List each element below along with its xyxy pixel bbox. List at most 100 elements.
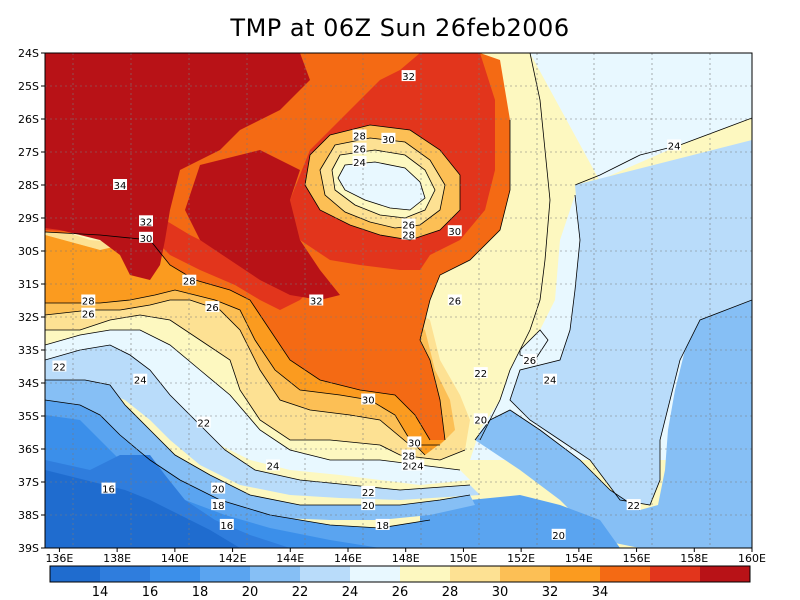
contour-label: 26 <box>401 459 416 473</box>
contour-label: 22 <box>361 485 376 499</box>
colorbar-label: 16 <box>142 585 159 600</box>
svg-text:30: 30 <box>382 135 395 146</box>
contour-label: 26 <box>205 301 220 314</box>
lat-tick-label: 30S <box>18 245 39 258</box>
lon-tick-label: 158E <box>680 552 708 565</box>
svg-text:24: 24 <box>267 462 280 473</box>
colorbar-swatch <box>550 566 601 582</box>
lon-tick-label: 138E <box>103 552 131 565</box>
svg-text:16: 16 <box>220 521 233 532</box>
colorbar-frame <box>49 565 751 583</box>
fill-20-22-east <box>475 300 752 548</box>
lon-tick-label: 136E <box>45 552 73 565</box>
lon-tick-label: 146E <box>334 552 362 565</box>
svg-text:22: 22 <box>362 488 375 499</box>
fill-38-40-north <box>45 53 340 300</box>
colorbar-swatch <box>50 566 101 582</box>
plot-title: TMP at 06Z Sun 26feb2006 <box>230 14 570 42</box>
svg-text:30: 30 <box>448 227 461 238</box>
svg-text:28: 28 <box>183 277 196 288</box>
colorbar-label: 20 <box>242 585 259 600</box>
colorbar-swatch <box>600 566 651 582</box>
contour-label: 30 <box>381 132 396 146</box>
contour-label: 22 <box>52 360 67 374</box>
colorbar-label: 18 <box>192 585 209 600</box>
lon-tick-label: 156E <box>623 552 651 565</box>
svg-text:24: 24 <box>411 462 424 473</box>
contour-label: 18 <box>211 499 226 512</box>
colorbar-label: 34 <box>592 585 609 600</box>
contour-label: 20 <box>211 482 226 496</box>
colorbar-swatch <box>500 566 551 582</box>
contour-label: 20 <box>473 413 488 426</box>
svg-text:26: 26 <box>448 297 461 308</box>
contour-label: 28 <box>352 129 367 143</box>
fill-20-22-south <box>45 380 475 520</box>
svg-text:28: 28 <box>402 231 415 242</box>
svg-text:28: 28 <box>82 297 95 308</box>
contour-label: 26 <box>401 218 416 232</box>
contour-label: 28 <box>81 294 96 308</box>
contour-label: 22 <box>196 416 211 430</box>
colorbar-label: 22 <box>292 585 309 600</box>
lon-tick-label: 154E <box>565 552 593 565</box>
contour-label: 30 <box>447 225 462 238</box>
contour-label: 20 <box>361 499 376 512</box>
svg-text:32: 32 <box>402 72 415 83</box>
lat-tick-label: 39S <box>18 542 39 555</box>
svg-text:30: 30 <box>362 396 375 407</box>
lon-tick-label: 160E <box>738 552 766 565</box>
lat-tick-label: 29S <box>18 212 39 225</box>
svg-text:28: 28 <box>353 132 366 143</box>
svg-text:28: 28 <box>402 452 415 463</box>
lon-tick-label: 144E <box>276 552 304 565</box>
lat-tick-label: 37S <box>18 476 39 489</box>
contour-label: 24 <box>133 373 148 387</box>
colorbar-swatch <box>300 566 351 582</box>
svg-text:18: 18 <box>212 501 225 512</box>
colorbar-label: 32 <box>542 585 559 600</box>
lat-tick-label: 36S <box>18 443 39 456</box>
colorbar-swatch <box>100 566 151 582</box>
fill-32-34-west <box>45 235 445 455</box>
colorbar-swatch <box>250 566 301 582</box>
lat-tick-label: 28S <box>18 179 39 192</box>
colorbar-label: 30 <box>492 585 509 600</box>
colorbar-label: 14 <box>92 585 109 600</box>
colorbar-swatch <box>700 566 751 582</box>
lat-tick-label: 27S <box>18 146 39 159</box>
svg-text:30: 30 <box>408 438 421 449</box>
contour-label: 32 <box>139 215 153 228</box>
contour-label: 26 <box>522 353 537 367</box>
contour-label: 26 <box>352 142 367 156</box>
contour-label: 16 <box>101 482 116 496</box>
contour-label: 18 <box>375 518 390 532</box>
colorbar-swatch <box>650 566 701 582</box>
svg-text:24: 24 <box>544 376 557 387</box>
contour-label: 24 <box>667 139 682 152</box>
svg-text:20: 20 <box>362 501 375 512</box>
colorbar-swatch <box>450 566 501 582</box>
fill-22-24-south <box>45 345 480 500</box>
contour-label: 16 <box>219 518 234 532</box>
contour-label: 24 <box>265 459 280 473</box>
contour-label: 30 <box>361 393 376 407</box>
colorbar: 14 16 18 20 22 24 26 28 30 32 34 <box>49 565 751 600</box>
fill-lt14-south <box>45 470 240 548</box>
contour-label: 32 <box>309 294 324 308</box>
svg-text:20: 20 <box>474 415 487 426</box>
lat-tick-label: 35S <box>18 410 39 423</box>
fill-24-26-south <box>45 330 470 485</box>
fill-18-20-se <box>420 495 620 548</box>
colorbar-label: 24 <box>342 585 359 600</box>
svg-text:18: 18 <box>376 521 389 532</box>
temperature-fill-layer <box>45 53 752 548</box>
svg-text:30: 30 <box>140 234 153 245</box>
svg-text:24: 24 <box>134 376 147 387</box>
svg-text:20: 20 <box>552 531 565 542</box>
contour-label: 26 <box>81 307 96 321</box>
lat-tick-label: 33S <box>18 344 39 357</box>
colorbar-swatch <box>350 566 401 582</box>
lat-tick-label: 31S <box>18 278 39 291</box>
